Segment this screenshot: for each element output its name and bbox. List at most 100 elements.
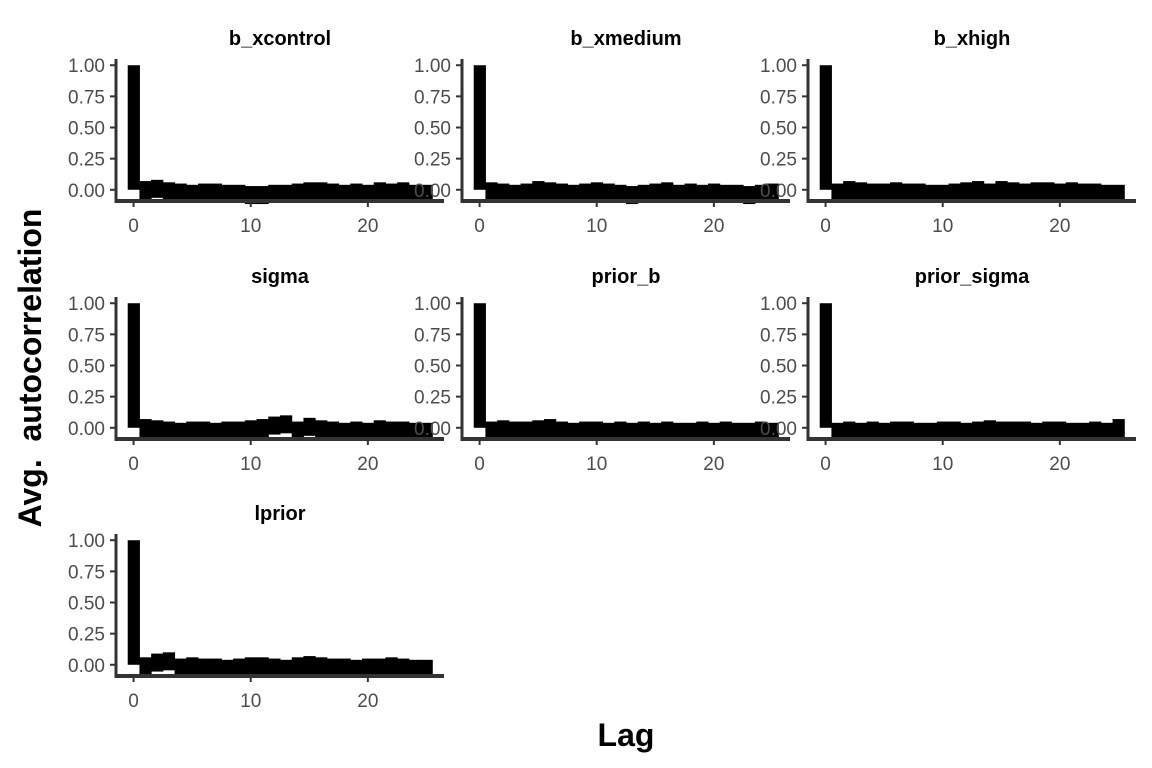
acf-bar [901,421,914,440]
acf-bar [408,184,422,203]
acf-bar [637,184,650,203]
acf-bar [854,182,868,201]
acf-bar [983,420,996,439]
acf-bar [151,420,164,439]
acf-bar [854,422,868,441]
acf-bar [268,658,281,677]
acf-bar [672,422,686,441]
acf-bar [925,184,938,203]
acf-bar [532,181,545,200]
acf-bar [614,421,627,440]
acf-bar [696,421,709,440]
acf-bar [1018,421,1032,440]
acf-bar [626,422,639,441]
y-tick-label: 0.00 [68,656,105,677]
acf-bar [256,419,269,438]
acf-bar [1089,421,1102,440]
acf-bar [244,657,258,676]
x-tick-label: 20 [357,691,378,712]
acf-bar [280,659,293,678]
acf-bar [766,422,779,441]
acf-bar [719,184,732,203]
y-tick-label: 0.25 [68,625,105,646]
acf-bar [408,659,422,678]
acf-bar [315,420,328,439]
acf-bar [209,183,222,202]
acf-bar [362,184,375,203]
y-tick-label: 1.00 [68,531,105,552]
acf-bar [948,183,961,202]
acf-bar [508,184,522,203]
x-tick-label: 20 [703,216,724,237]
panel-title: lprior [254,503,305,525]
acf-bar [555,421,568,440]
acf-bar [127,65,140,190]
acf-bar [139,419,152,438]
acf-bar [256,657,269,676]
y-tick-label: 0.75 [68,562,105,583]
acf-bar [1112,419,1125,438]
acf-bar [1030,182,1043,201]
y-tick-label: 0.25 [414,150,451,171]
acf-bar [338,422,351,441]
x-tick-label: 0 [820,454,831,475]
panel-title: b_xcontrol [229,28,331,50]
x-tick-label: 10 [240,691,261,712]
y-tick-label: 0.50 [68,119,105,140]
y-tick-label: 0.50 [68,357,105,378]
acf-bar [362,422,375,441]
y-tick-label: 0.50 [68,594,105,615]
acf-bar [590,421,604,440]
acf-bar [174,422,187,441]
acf-bar [995,181,1008,200]
acf-bar [1007,182,1020,201]
acf-bar [579,421,592,440]
acf-bar [614,184,627,203]
acf-bar [960,422,973,441]
x-tick-label: 20 [703,454,724,475]
acf-bar [555,183,568,202]
acf-bar [198,183,211,202]
y-tick-label: 0.50 [414,119,451,140]
acf-bar [221,421,234,440]
acf-bar [661,182,674,201]
acf-bar [579,183,592,202]
acf-bar [672,184,686,203]
acf-bar [497,420,510,439]
acf-bar [420,659,433,678]
acf-bar [497,183,510,202]
acf-bar [508,421,522,440]
acf-bar [1007,421,1020,440]
acf-bar [602,422,615,441]
acf-bar [244,420,258,439]
facet-panel-b-xmedium: b_xmedium 0.00 0.25 0.50 0.75 1.00 0 10 20 [414,28,790,237]
panel-title: prior_b [592,266,661,288]
acf-bar [151,653,164,672]
acf-bar [731,184,744,203]
acf-bar [1100,422,1114,441]
acf-bar [766,183,779,202]
panel-title: b_xhigh [934,28,1011,50]
acf-bar [303,182,316,201]
acf-bar [385,421,398,440]
acf-bar [831,422,844,441]
acf-bar [972,181,985,200]
acf-bar [913,183,926,202]
acf-bar [473,65,486,190]
acf-bar [1112,184,1125,203]
acf-bar [1054,421,1067,440]
acf-bar [983,183,996,202]
acf-bar [268,184,281,203]
y-tick-label: 0.25 [760,388,797,409]
acf-bar [291,657,304,676]
acf-bar [315,182,328,201]
acf-bar [995,421,1008,440]
acf-bar [866,421,879,440]
acf-bar [373,658,386,677]
acf-bar [708,183,721,202]
acf-bar [303,656,316,675]
x-tick-label: 0 [474,454,485,475]
acf-bar [684,422,697,441]
acf-bar [520,183,533,202]
acf-bar [338,184,351,203]
